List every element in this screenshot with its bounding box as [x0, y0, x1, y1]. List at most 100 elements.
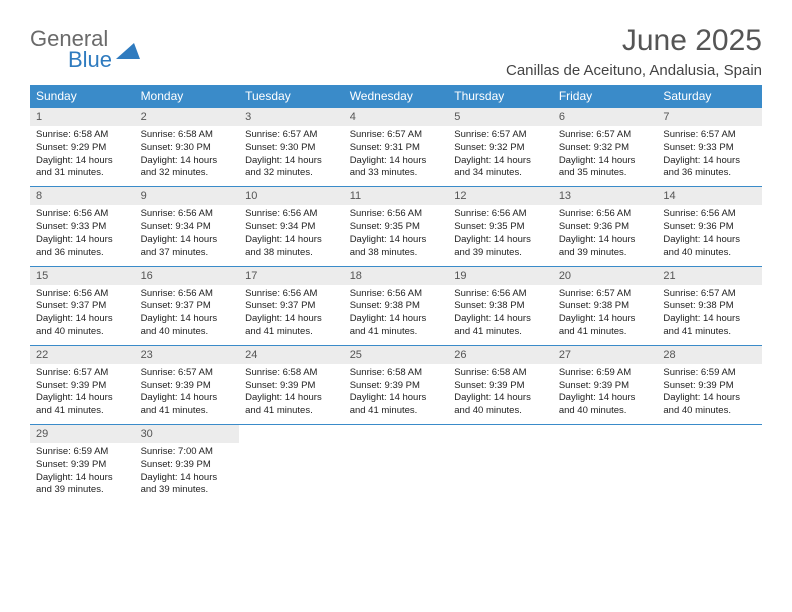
day-number-cell: 1: [30, 108, 135, 127]
day-details: Sunrise: 6:57 AMSunset: 9:38 PMDaylight:…: [553, 285, 658, 345]
day-details: Sunrise: 6:56 AMSunset: 9:36 PMDaylight:…: [553, 205, 658, 265]
day-content-cell: Sunrise: 6:56 AMSunset: 9:37 PMDaylight:…: [135, 285, 240, 346]
day-content-cell: Sunrise: 6:56 AMSunset: 9:34 PMDaylight:…: [135, 205, 240, 266]
day-content-cell: Sunrise: 6:57 AMSunset: 9:39 PMDaylight:…: [135, 364, 240, 425]
day-content-cell: [239, 443, 344, 503]
day-content-cell: Sunrise: 6:56 AMSunset: 9:35 PMDaylight:…: [344, 205, 449, 266]
day-details: Sunrise: 7:00 AMSunset: 9:39 PMDaylight:…: [135, 443, 240, 503]
logo-text-blue: Blue: [68, 49, 112, 71]
day-content-row: Sunrise: 6:56 AMSunset: 9:33 PMDaylight:…: [30, 205, 762, 266]
day-number-row: 15161718192021: [30, 266, 762, 285]
day-number-row: 22232425262728: [30, 345, 762, 364]
title-block: June 2025 Canillas de Aceituno, Andalusi…: [506, 24, 762, 79]
weekday-header: Monday: [135, 85, 240, 108]
day-details: Sunrise: 6:56 AMSunset: 9:37 PMDaylight:…: [135, 285, 240, 345]
weekday-header: Friday: [553, 85, 658, 108]
day-content-row: Sunrise: 6:59 AMSunset: 9:39 PMDaylight:…: [30, 443, 762, 503]
day-number-cell: 18: [344, 266, 449, 285]
day-number-cell: 27: [553, 345, 658, 364]
day-details: Sunrise: 6:56 AMSunset: 9:35 PMDaylight:…: [344, 205, 449, 265]
day-details: Sunrise: 6:59 AMSunset: 9:39 PMDaylight:…: [657, 364, 762, 424]
logo: General Blue: [30, 28, 140, 71]
weekday-header: Saturday: [657, 85, 762, 108]
day-content-cell: [344, 443, 449, 503]
day-content-cell: Sunrise: 6:58 AMSunset: 9:30 PMDaylight:…: [135, 126, 240, 187]
day-content-cell: Sunrise: 6:59 AMSunset: 9:39 PMDaylight:…: [30, 443, 135, 503]
day-content-cell: Sunrise: 6:56 AMSunset: 9:33 PMDaylight:…: [30, 205, 135, 266]
day-number-cell: 3: [239, 108, 344, 127]
day-details: Sunrise: 6:56 AMSunset: 9:35 PMDaylight:…: [448, 205, 553, 265]
day-number-cell: 11: [344, 187, 449, 206]
day-content-cell: Sunrise: 6:56 AMSunset: 9:35 PMDaylight:…: [448, 205, 553, 266]
page-title: June 2025: [506, 24, 762, 58]
day-number-cell: 6: [553, 108, 658, 127]
day-details: Sunrise: 6:57 AMSunset: 9:38 PMDaylight:…: [657, 285, 762, 345]
day-content-cell: [553, 443, 658, 503]
day-details: Sunrise: 6:58 AMSunset: 9:39 PMDaylight:…: [344, 364, 449, 424]
day-content-cell: [657, 443, 762, 503]
day-content-cell: Sunrise: 6:57 AMSunset: 9:33 PMDaylight:…: [657, 126, 762, 187]
day-content-cell: Sunrise: 6:56 AMSunset: 9:37 PMDaylight:…: [239, 285, 344, 346]
day-details: Sunrise: 6:56 AMSunset: 9:38 PMDaylight:…: [344, 285, 449, 345]
day-number-cell: 29: [30, 425, 135, 444]
day-content-cell: Sunrise: 6:56 AMSunset: 9:36 PMDaylight:…: [657, 205, 762, 266]
day-number-cell: 22: [30, 345, 135, 364]
day-details: Sunrise: 6:56 AMSunset: 9:34 PMDaylight:…: [135, 205, 240, 265]
day-details: Sunrise: 6:59 AMSunset: 9:39 PMDaylight:…: [553, 364, 658, 424]
day-number-cell: 20: [553, 266, 658, 285]
calendar-table: Sunday Monday Tuesday Wednesday Thursday…: [30, 85, 762, 503]
day-details: Sunrise: 6:56 AMSunset: 9:34 PMDaylight:…: [239, 205, 344, 265]
day-number-cell: 15: [30, 266, 135, 285]
day-content-cell: Sunrise: 6:56 AMSunset: 9:36 PMDaylight:…: [553, 205, 658, 266]
day-content-cell: Sunrise: 6:59 AMSunset: 9:39 PMDaylight:…: [553, 364, 658, 425]
day-details: Sunrise: 6:56 AMSunset: 9:36 PMDaylight:…: [657, 205, 762, 265]
weekday-header: Tuesday: [239, 85, 344, 108]
day-number-cell: 13: [553, 187, 658, 206]
header: General Blue June 2025 Canillas de Aceit…: [30, 24, 762, 79]
day-number-cell: 17: [239, 266, 344, 285]
day-details: Sunrise: 6:56 AMSunset: 9:37 PMDaylight:…: [30, 285, 135, 345]
day-number-cell: [344, 425, 449, 444]
day-details: Sunrise: 6:58 AMSunset: 9:39 PMDaylight:…: [448, 364, 553, 424]
day-content-row: Sunrise: 6:58 AMSunset: 9:29 PMDaylight:…: [30, 126, 762, 187]
day-content-cell: Sunrise: 6:58 AMSunset: 9:39 PMDaylight:…: [239, 364, 344, 425]
day-content-row: Sunrise: 6:57 AMSunset: 9:39 PMDaylight:…: [30, 364, 762, 425]
day-details: Sunrise: 6:58 AMSunset: 9:30 PMDaylight:…: [135, 126, 240, 186]
day-details: Sunrise: 6:57 AMSunset: 9:33 PMDaylight:…: [657, 126, 762, 186]
day-details: Sunrise: 6:58 AMSunset: 9:29 PMDaylight:…: [30, 126, 135, 186]
day-number-cell: 24: [239, 345, 344, 364]
day-number-cell: 21: [657, 266, 762, 285]
day-content-cell: Sunrise: 6:57 AMSunset: 9:38 PMDaylight:…: [657, 285, 762, 346]
day-content-cell: [448, 443, 553, 503]
day-details: Sunrise: 6:57 AMSunset: 9:32 PMDaylight:…: [448, 126, 553, 186]
day-details: Sunrise: 6:56 AMSunset: 9:37 PMDaylight:…: [239, 285, 344, 345]
day-number-cell: 4: [344, 108, 449, 127]
calendar-body: 1234567Sunrise: 6:58 AMSunset: 9:29 PMDa…: [30, 108, 762, 504]
day-details: Sunrise: 6:56 AMSunset: 9:33 PMDaylight:…: [30, 205, 135, 265]
day-number-cell: [448, 425, 553, 444]
day-content-cell: Sunrise: 6:57 AMSunset: 9:32 PMDaylight:…: [553, 126, 658, 187]
day-content-cell: Sunrise: 6:56 AMSunset: 9:34 PMDaylight:…: [239, 205, 344, 266]
day-content-cell: Sunrise: 6:57 AMSunset: 9:30 PMDaylight:…: [239, 126, 344, 187]
day-details: Sunrise: 6:57 AMSunset: 9:39 PMDaylight:…: [135, 364, 240, 424]
day-number-cell: 8: [30, 187, 135, 206]
location-subtitle: Canillas de Aceituno, Andalusia, Spain: [506, 62, 762, 79]
day-content-cell: Sunrise: 7:00 AMSunset: 9:39 PMDaylight:…: [135, 443, 240, 503]
day-details: Sunrise: 6:57 AMSunset: 9:32 PMDaylight:…: [553, 126, 658, 186]
day-number-cell: 25: [344, 345, 449, 364]
day-number-row: 891011121314: [30, 187, 762, 206]
day-number-cell: 9: [135, 187, 240, 206]
day-number-cell: 16: [135, 266, 240, 285]
day-number-cell: 2: [135, 108, 240, 127]
day-details: Sunrise: 6:59 AMSunset: 9:39 PMDaylight:…: [30, 443, 135, 503]
day-details: Sunrise: 6:58 AMSunset: 9:39 PMDaylight:…: [239, 364, 344, 424]
day-content-cell: Sunrise: 6:58 AMSunset: 9:39 PMDaylight:…: [448, 364, 553, 425]
day-content-cell: Sunrise: 6:56 AMSunset: 9:38 PMDaylight:…: [448, 285, 553, 346]
day-details: Sunrise: 6:56 AMSunset: 9:38 PMDaylight:…: [448, 285, 553, 345]
weekday-header: Sunday: [30, 85, 135, 108]
day-content-cell: Sunrise: 6:58 AMSunset: 9:39 PMDaylight:…: [344, 364, 449, 425]
day-content-row: Sunrise: 6:56 AMSunset: 9:37 PMDaylight:…: [30, 285, 762, 346]
day-number-row: 1234567: [30, 108, 762, 127]
day-number-cell: 23: [135, 345, 240, 364]
day-number-cell: [239, 425, 344, 444]
